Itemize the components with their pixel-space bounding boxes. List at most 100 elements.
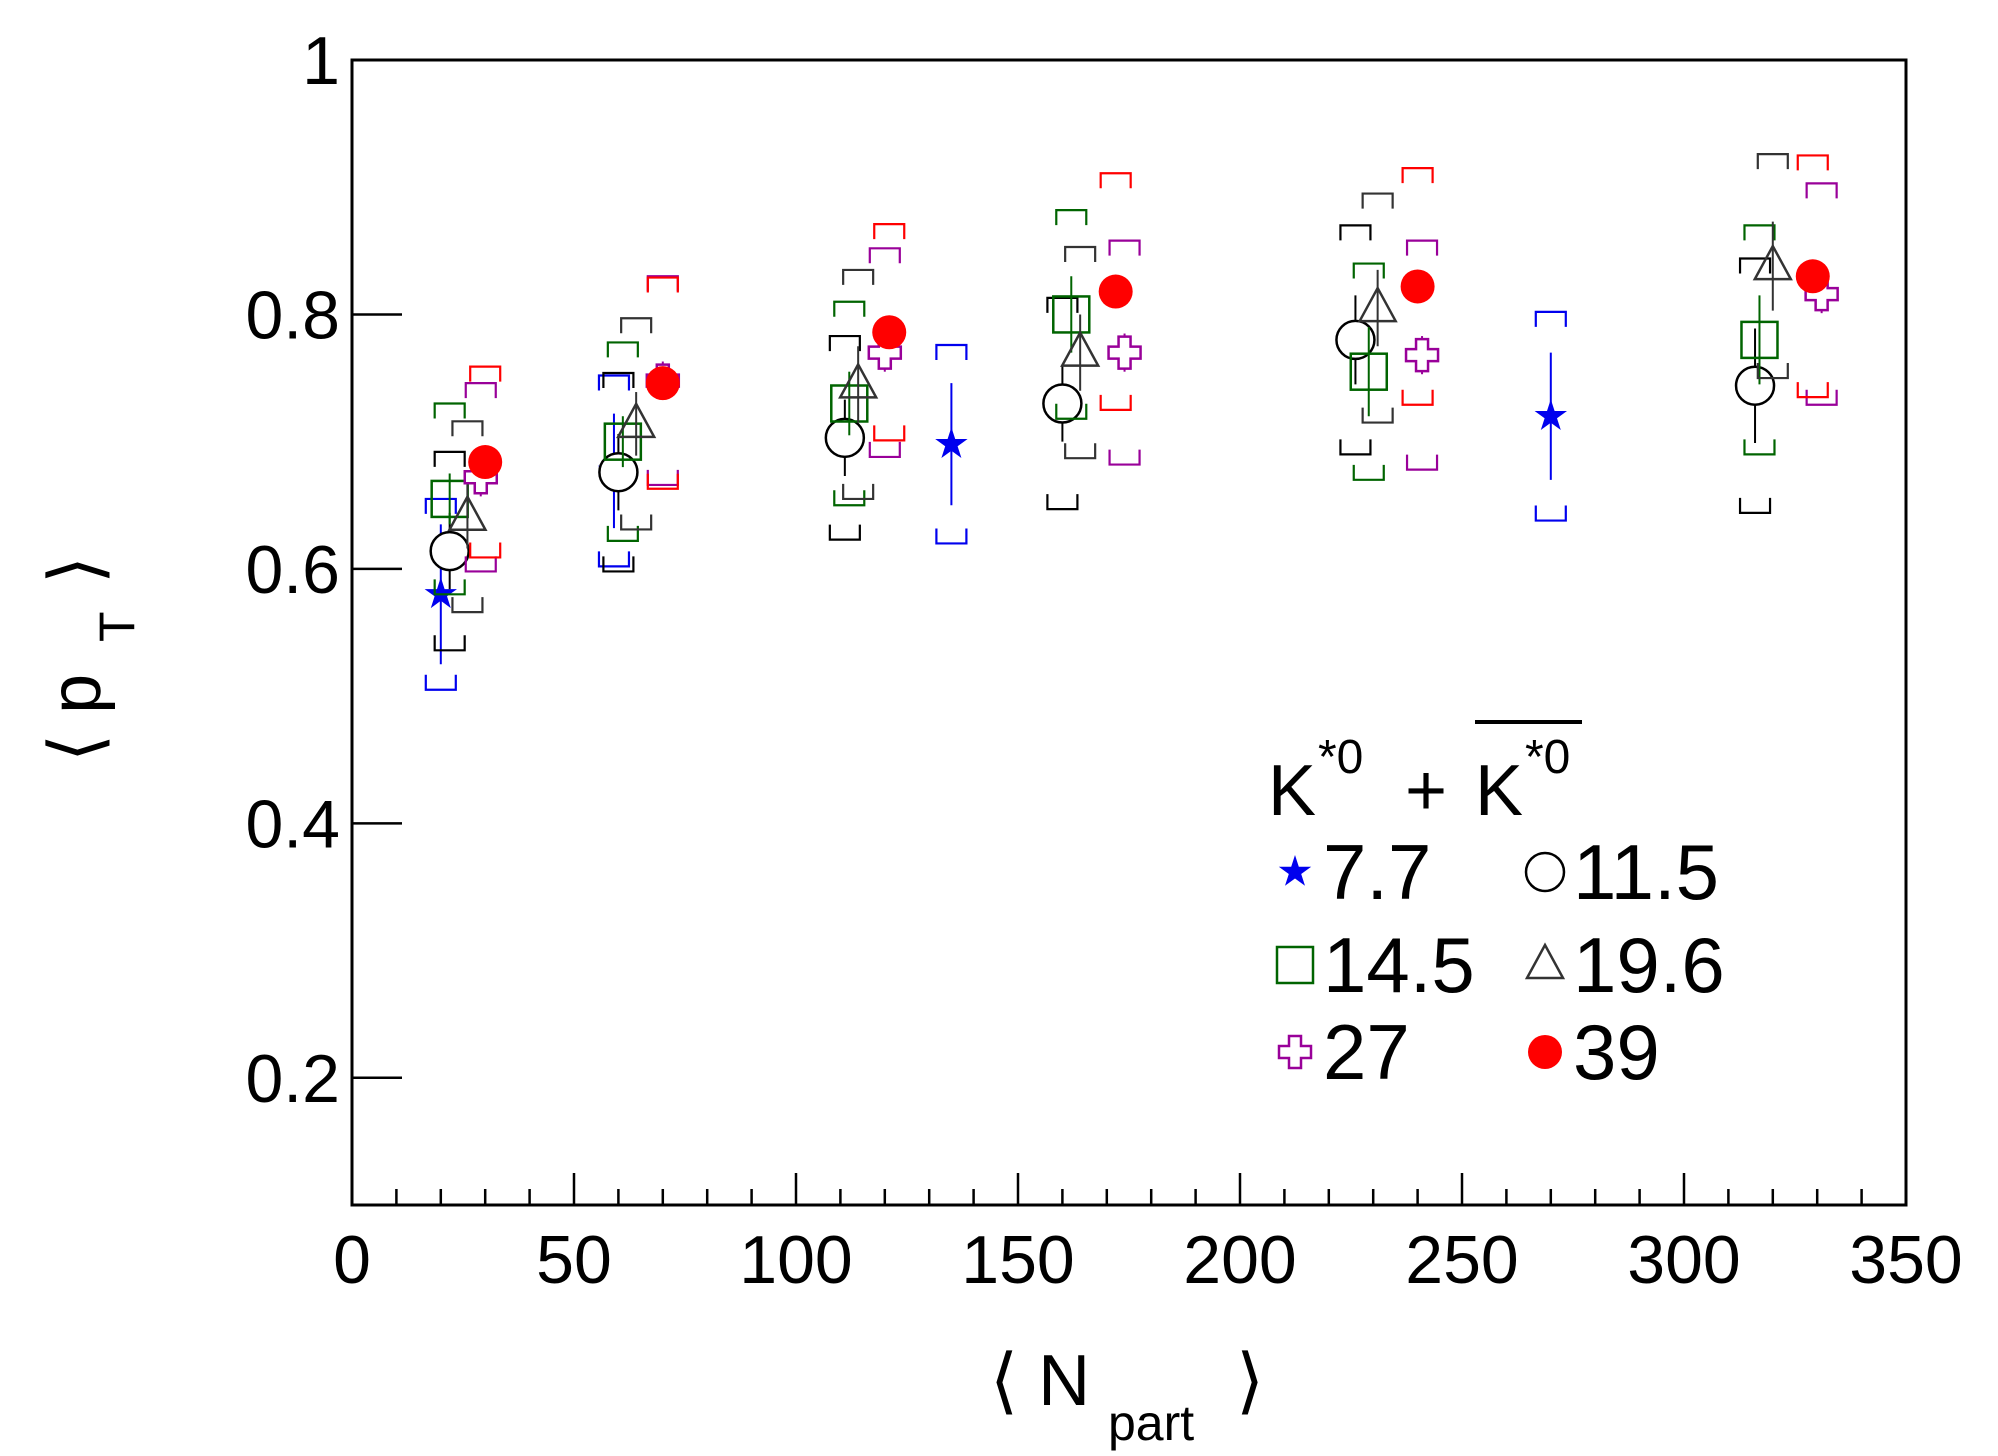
data-point <box>872 315 907 350</box>
x-tick-label: 0 <box>333 1222 371 1298</box>
data-point <box>645 366 680 401</box>
y-tick-label: 0.6 <box>245 532 340 608</box>
sys-error-upper <box>1108 239 1141 256</box>
x-axis-label-close: ⟩ <box>1236 1341 1264 1421</box>
data-point <box>824 417 866 459</box>
sys-error-lower <box>451 597 484 614</box>
sys-error-lower <box>935 528 968 545</box>
sys-error-upper <box>620 317 653 334</box>
sys-error-upper <box>1361 192 1394 209</box>
sys-error-lower <box>1064 443 1097 460</box>
legend: K *0 + K *0 7.7 11.5 14.5 19.6 27 39 <box>1268 720 1725 1096</box>
plot-frame <box>350 58 1908 1207</box>
legend-title-plus: + <box>1405 751 1447 831</box>
sys-error-upper <box>935 343 968 360</box>
sys-error-lower <box>469 542 502 559</box>
sys-error-upper <box>451 420 484 437</box>
legend-marker <box>1528 1035 1562 1069</box>
x-tick-label: 50 <box>536 1222 612 1298</box>
data-marks <box>424 153 1839 691</box>
legend-title-k: K <box>1268 751 1316 831</box>
legend-marker <box>1278 855 1312 886</box>
sys-error-lower <box>646 473 679 490</box>
legend-items: 7.7 11.5 14.5 19.6 27 39 <box>1275 828 1725 1096</box>
x-tick-label: 250 <box>1405 1222 1518 1298</box>
data-point <box>447 494 488 531</box>
x-axis-label: ⟨ N <box>990 1341 1090 1421</box>
sys-error-lower <box>1743 439 1776 456</box>
sys-error-lower <box>1401 389 1434 406</box>
sys-error-lower <box>433 635 466 652</box>
data-point <box>1752 243 1793 281</box>
sys-error-upper <box>1099 172 1132 189</box>
data-point <box>1107 335 1142 370</box>
sys-error-upper <box>868 247 901 264</box>
sys-error-upper <box>433 450 466 467</box>
x-tick-label: 350 <box>1849 1222 1962 1298</box>
data-point <box>1795 259 1830 294</box>
sys-error-lower <box>868 441 901 459</box>
data-point <box>1357 285 1398 323</box>
sys-error-lower <box>620 514 653 531</box>
data-point <box>598 451 639 493</box>
sys-error-lower <box>1046 494 1079 511</box>
data-point <box>1740 320 1779 360</box>
y-tick-label: 1 <box>302 23 340 99</box>
sys-error-lower <box>1534 505 1567 522</box>
y-axis-label-close: ⟩ <box>36 556 116 584</box>
sys-error-lower <box>1361 407 1394 424</box>
series-19.6 <box>447 153 1793 614</box>
series-11.5 <box>429 224 1776 652</box>
sys-error-upper <box>828 334 861 352</box>
sys-error-lower <box>433 579 466 596</box>
y-tick-label: 0.8 <box>245 277 340 353</box>
legend-marker <box>1524 942 1566 980</box>
legend-entry-27: 27 <box>1277 1008 1410 1096</box>
sys-error-lower <box>1738 497 1772 515</box>
sys-error-upper <box>1743 224 1776 241</box>
data-point <box>1335 319 1376 361</box>
data-point <box>468 445 503 480</box>
sys-error-lower <box>1339 439 1372 456</box>
sys-error-lower <box>1108 449 1141 466</box>
y-axis-label-subscript: T <box>89 611 145 642</box>
sys-error-lower <box>828 524 861 541</box>
y-tick-label: 0.2 <box>245 1041 340 1117</box>
data-point <box>616 401 657 439</box>
data-point <box>603 422 643 461</box>
y-axis-label: ⟨ p <box>36 674 116 762</box>
sys-error-lower <box>1756 363 1789 380</box>
sys-error-lower <box>424 674 457 691</box>
legend-marker <box>1524 851 1566 893</box>
sys-error-lower <box>1099 394 1132 411</box>
sys-error-upper <box>833 300 866 317</box>
data-point <box>424 577 457 609</box>
sys-error-upper <box>464 382 497 399</box>
sys-error-upper <box>873 223 906 240</box>
legend-label: 7.7 <box>1323 828 1431 916</box>
data-point <box>838 361 879 399</box>
legend-marker <box>1275 945 1315 985</box>
sys-error-lower <box>1352 464 1385 481</box>
data-point <box>1098 274 1133 309</box>
legend-label: 11.5 <box>1573 828 1719 916</box>
sys-error-lower <box>873 425 906 442</box>
legend-title-kbar: K <box>1475 751 1523 831</box>
sys-error-lower <box>1405 454 1439 471</box>
sys-error-upper <box>1339 224 1372 241</box>
legend-title-kbar-sup: *0 <box>1525 731 1570 784</box>
y-tick-label: 0.4 <box>245 786 340 862</box>
sys-error-upper <box>602 371 635 388</box>
tick-labels: 0 50 100 150 200 250 300 350 0.2 0.4 0.6 0.8 1 <box>245 23 1962 1298</box>
data-point <box>429 530 470 572</box>
sys-error-upper <box>1534 310 1567 327</box>
legend-title: K *0 + K *0 <box>1268 720 1582 831</box>
data-point <box>1349 352 1389 391</box>
data-point <box>830 384 869 423</box>
data-point <box>935 427 968 458</box>
sys-error-lower <box>597 551 631 568</box>
y-axis-title: ⟨ p T ⟩ <box>36 556 145 762</box>
sys-error-upper <box>606 341 639 358</box>
